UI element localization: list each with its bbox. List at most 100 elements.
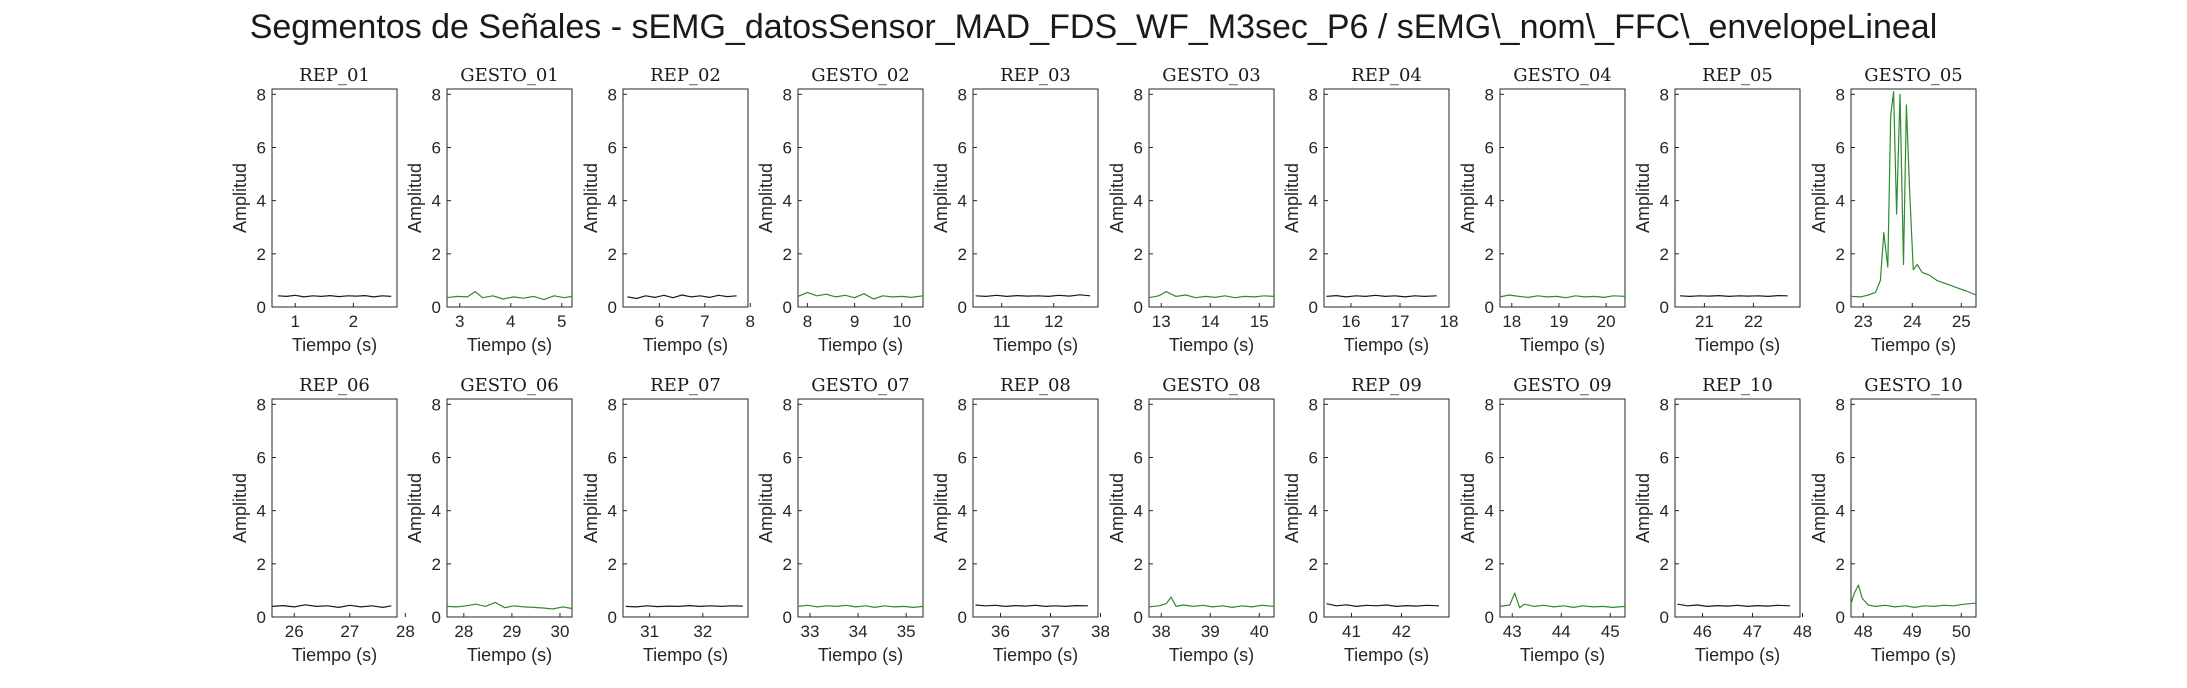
plot-frame bbox=[1148, 88, 1275, 308]
x-tick-label: 21 bbox=[1695, 312, 1714, 331]
y-tick-label: 0 bbox=[1309, 298, 1318, 317]
y-tick-label: 4 bbox=[1309, 192, 1318, 211]
plot-frame bbox=[1148, 398, 1275, 618]
x-axis-label: Tiempo (s) bbox=[1169, 645, 1254, 665]
subplot-rep_02: 0 2 4 6 8 6 7 8 REP_02 Tiempo (s) Amplitud bbox=[581, 65, 755, 355]
y-axis-label: Amplitud bbox=[1633, 163, 1653, 233]
x-tick-label: 8 bbox=[803, 312, 812, 331]
x-tick-label: 10 bbox=[892, 312, 911, 331]
y-tick-label: 0 bbox=[1309, 608, 1318, 627]
y-tick-label: 2 bbox=[958, 245, 967, 264]
y-tick-label: 2 bbox=[1660, 245, 1669, 264]
x-tick-label: 18 bbox=[1502, 312, 1521, 331]
subplot-title: REP_09 bbox=[1351, 375, 1422, 396]
y-tick-label: 2 bbox=[1309, 555, 1318, 574]
subplot-title: REP_05 bbox=[1702, 65, 1773, 86]
x-tick-label: 25 bbox=[1952, 312, 1971, 331]
subplot-title: GESTO_08 bbox=[1162, 375, 1261, 396]
y-tick-label: 8 bbox=[608, 395, 617, 414]
y-tick-label: 4 bbox=[1836, 192, 1845, 211]
subplot-rep_09: 0 2 4 6 8 41 42 REP_09 Tiempo (s) Amplitud bbox=[1282, 375, 1450, 665]
y-tick-label: 8 bbox=[1660, 85, 1669, 104]
series-line bbox=[797, 291, 924, 300]
subplot-title: GESTO_02 bbox=[811, 65, 910, 86]
x-tick-label: 12 bbox=[1044, 312, 1063, 331]
series-line bbox=[627, 294, 737, 300]
y-tick-label: 8 bbox=[783, 85, 792, 104]
y-tick-label: 2 bbox=[783, 555, 792, 574]
subplot-title: REP_06 bbox=[299, 375, 370, 396]
y-tick-label: 2 bbox=[958, 555, 967, 574]
y-tick-label: 8 bbox=[1485, 395, 1494, 414]
x-axis-label: Tiempo (s) bbox=[818, 645, 903, 665]
x-axis-label: Tiempo (s) bbox=[993, 645, 1078, 665]
y-tick-label: 0 bbox=[1836, 608, 1845, 627]
series-line bbox=[277, 294, 392, 298]
y-tick-label: 0 bbox=[1134, 608, 1143, 627]
series-line bbox=[975, 604, 1089, 608]
y-axis-label: Amplitud bbox=[1458, 163, 1478, 233]
x-tick-label: 34 bbox=[849, 622, 868, 641]
subplot-title: REP_10 bbox=[1702, 375, 1773, 396]
y-tick-label: 8 bbox=[1134, 395, 1143, 414]
y-tick-label: 6 bbox=[257, 138, 266, 157]
x-axis-label: Tiempo (s) bbox=[1520, 335, 1605, 355]
subplot-title: REP_07 bbox=[650, 375, 721, 396]
subplot-title: GESTO_03 bbox=[1162, 65, 1261, 86]
y-tick-label: 0 bbox=[1485, 298, 1494, 317]
subplot-gesto_06: 0 2 4 6 8 28 29 30 GESTO_06 Tiempo (s) Amplitud bbox=[405, 375, 573, 665]
x-tick-label: 38 bbox=[1152, 622, 1171, 641]
y-tick-label: 2 bbox=[1660, 555, 1669, 574]
x-axis-label: Tiempo (s) bbox=[1169, 335, 1254, 355]
y-tick-label: 4 bbox=[1485, 192, 1494, 211]
y-tick-label: 8 bbox=[1309, 395, 1318, 414]
x-tick-label: 15 bbox=[1250, 312, 1269, 331]
x-tick-label: 43 bbox=[1503, 622, 1522, 641]
x-tick-label: 48 bbox=[1854, 622, 1873, 641]
y-tick-label: 6 bbox=[1485, 138, 1494, 157]
y-tick-label: 0 bbox=[1660, 608, 1669, 627]
y-axis-label: Amplitud bbox=[931, 473, 951, 543]
x-tick-label: 42 bbox=[1392, 622, 1411, 641]
x-tick-label: 44 bbox=[1552, 622, 1571, 641]
subplot-title: REP_01 bbox=[299, 65, 370, 86]
y-tick-label: 4 bbox=[432, 192, 441, 211]
subplot-title: GESTO_05 bbox=[1864, 65, 1963, 86]
x-axis-label: Tiempo (s) bbox=[292, 335, 377, 355]
y-axis-label: Amplitud bbox=[1107, 473, 1127, 543]
x-tick-label: 17 bbox=[1391, 312, 1410, 331]
y-tick-label: 6 bbox=[1134, 448, 1143, 467]
y-tick-label: 6 bbox=[1836, 448, 1845, 467]
y-tick-label: 4 bbox=[432, 502, 441, 521]
y-axis-label: Amplitud bbox=[1458, 473, 1478, 543]
series-line bbox=[1148, 596, 1275, 609]
x-axis-label: Tiempo (s) bbox=[1520, 645, 1605, 665]
y-tick-label: 2 bbox=[1485, 245, 1494, 264]
series-line bbox=[625, 604, 743, 608]
subplot-title: GESTO_07 bbox=[811, 375, 910, 396]
y-tick-label: 6 bbox=[432, 138, 441, 157]
x-axis-label: Tiempo (s) bbox=[643, 335, 728, 355]
subplot-gesto_08: 0 2 4 6 8 38 39 40 GESTO_08 Tiempo (s) Amplitud bbox=[1107, 375, 1275, 665]
y-tick-label: 4 bbox=[1134, 502, 1143, 521]
y-tick-label: 6 bbox=[783, 138, 792, 157]
y-tick-label: 2 bbox=[1134, 245, 1143, 264]
series-line bbox=[271, 604, 392, 609]
plot-frame bbox=[446, 88, 573, 308]
y-tick-label: 2 bbox=[432, 245, 441, 264]
y-tick-label: 4 bbox=[608, 502, 617, 521]
x-tick-label: 24 bbox=[1903, 312, 1922, 331]
subplot-title: REP_03 bbox=[1000, 65, 1071, 86]
plot-frame bbox=[622, 88, 749, 308]
y-tick-label: 0 bbox=[783, 608, 792, 627]
y-tick-label: 6 bbox=[432, 448, 441, 467]
x-tick-label: 7 bbox=[700, 312, 709, 331]
subplot-rep_07: 0 2 4 6 8 31 32 REP_07 Tiempo (s) Amplitud bbox=[581, 375, 749, 665]
x-tick-label: 19 bbox=[1550, 312, 1569, 331]
y-tick-label: 4 bbox=[608, 192, 617, 211]
subplot-title: REP_08 bbox=[1000, 375, 1071, 396]
subplot-gesto_02: 0 2 4 6 8 8 9 10 GESTO_02 Tiempo (s) Amplitud bbox=[756, 65, 924, 355]
